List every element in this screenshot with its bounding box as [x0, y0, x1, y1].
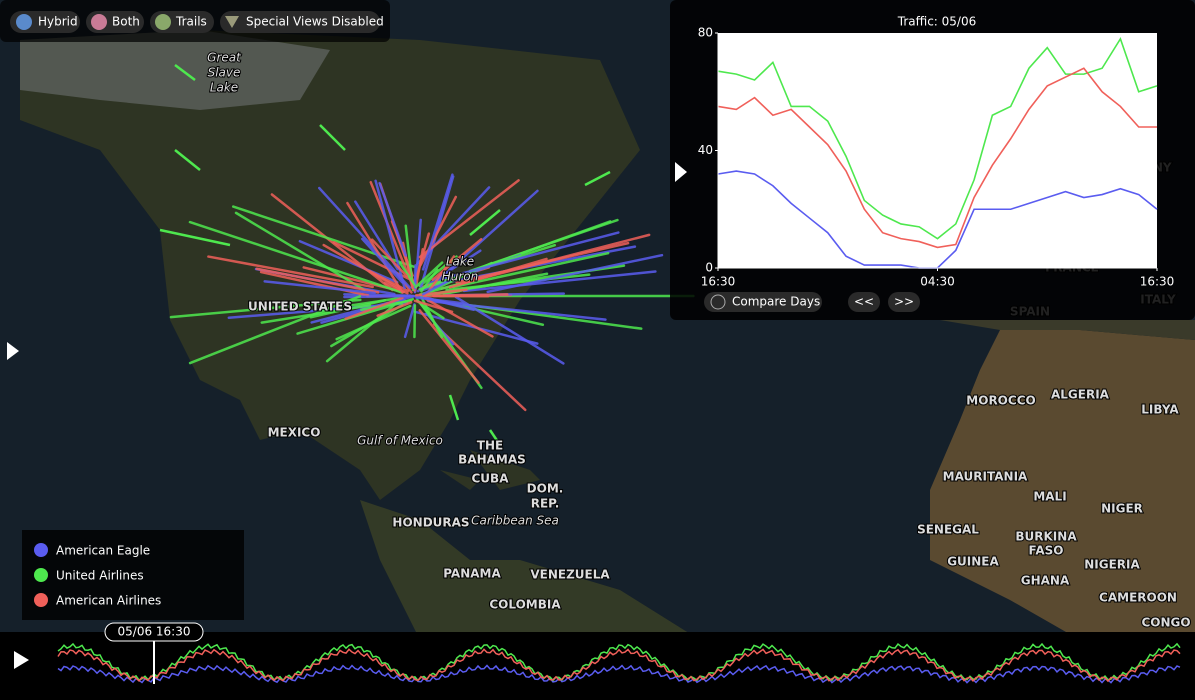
button-label: Compare Days	[732, 295, 820, 309]
map-label: LIBYA	[1141, 403, 1179, 417]
timeline-bg	[0, 632, 1195, 696]
map-label: GHANA	[1021, 574, 1070, 588]
map-label: NIGER	[1101, 502, 1143, 516]
plot: 0 40 80 16:30 04:30 16:30	[698, 26, 1175, 289]
map-label: MAURITANIA	[943, 470, 1028, 484]
trails-button[interactable]: Trails	[150, 11, 214, 33]
prev-button[interactable]: <<	[848, 292, 880, 312]
map-label: Great	[207, 51, 242, 65]
y-tick-label: 0	[705, 261, 713, 275]
map-label: FASO	[1029, 544, 1064, 558]
map-label: Slave	[208, 66, 241, 80]
x-tick-label: 04:30	[920, 275, 955, 289]
timeline: 05/06 16:30	[0, 623, 1195, 696]
legend-swatch	[34, 543, 48, 557]
button-label: Special Views Disabled	[246, 15, 384, 29]
map-label: VENEZUELA	[530, 568, 610, 582]
next-button[interactable]: >>	[888, 292, 920, 312]
map-label: CUBA	[472, 472, 510, 486]
icon	[155, 14, 171, 30]
map-label: Lake	[446, 255, 474, 269]
map-label: SENEGAL	[917, 523, 979, 537]
map-label: Lake	[210, 81, 238, 95]
map-label: BAHAMAS	[458, 453, 526, 467]
chart-title: Traffic: 05/06	[897, 15, 977, 29]
icon	[16, 14, 32, 30]
legend-swatch	[34, 593, 48, 607]
compare-days-button[interactable]: Compare Days	[704, 292, 822, 312]
plot-bg	[718, 33, 1157, 268]
legend-swatch	[34, 568, 48, 582]
map-label: MEXICO	[268, 426, 321, 440]
map-label: PANAMA	[443, 567, 501, 581]
map-label: MALI	[1033, 490, 1066, 504]
both-button[interactable]: Both	[86, 11, 144, 33]
map-label: BURKINA	[1015, 530, 1077, 544]
button-label: Trails	[175, 15, 207, 29]
button-label: >>	[894, 295, 914, 309]
button-label: Hybrid	[38, 15, 78, 29]
map-label: REP.	[531, 497, 560, 511]
hybrid-button[interactable]: Hybrid	[10, 11, 80, 33]
map-label: THE	[477, 439, 503, 453]
map-label: NIGERIA	[1084, 558, 1140, 572]
map-label: COLOMBIA	[489, 598, 561, 612]
legend-label: American Airlines	[56, 594, 161, 608]
map-label: Huron	[442, 270, 479, 284]
map-label: ALGERIA	[1051, 388, 1110, 402]
map-label: DOM.	[527, 482, 564, 496]
map-label: GUINEA	[947, 555, 999, 569]
map-label: Caribbean Sea	[471, 514, 559, 528]
trail	[344, 296, 413, 297]
icon	[91, 14, 107, 30]
button-label: <<	[854, 295, 874, 309]
legend-label: American Eagle	[56, 544, 150, 558]
map-label: CAMEROON	[1099, 591, 1177, 605]
x-tick-label: 16:30	[1140, 275, 1175, 289]
map-label: CONGO	[1141, 616, 1190, 630]
map-label: Gulf of Mexico	[357, 434, 443, 448]
x-tick-label: 16:30	[701, 275, 736, 289]
time-label: 05/06 16:30	[118, 625, 191, 639]
y-tick-label: 80	[698, 26, 713, 40]
map-label: UNITED STATES	[248, 300, 352, 314]
map-label: HONDURAS	[392, 516, 469, 530]
legend: American Eagle United Airlines American Ai…	[22, 530, 244, 620]
trail	[433, 294, 507, 295]
chart-panel: Traffic: 05/06 0 40 80 16:30 04:30 16:30 Comp…	[670, 0, 1195, 320]
special-views-button[interactable]: Special Views Disabled	[220, 11, 384, 33]
legend-label: United Airlines	[56, 569, 144, 583]
map-label: MOROCCO	[966, 394, 1035, 408]
button-label: Both	[112, 15, 140, 29]
toolbar: Hybrid Both Trails Special Views Disable…	[0, 0, 390, 42]
y-tick-label: 40	[698, 143, 713, 157]
